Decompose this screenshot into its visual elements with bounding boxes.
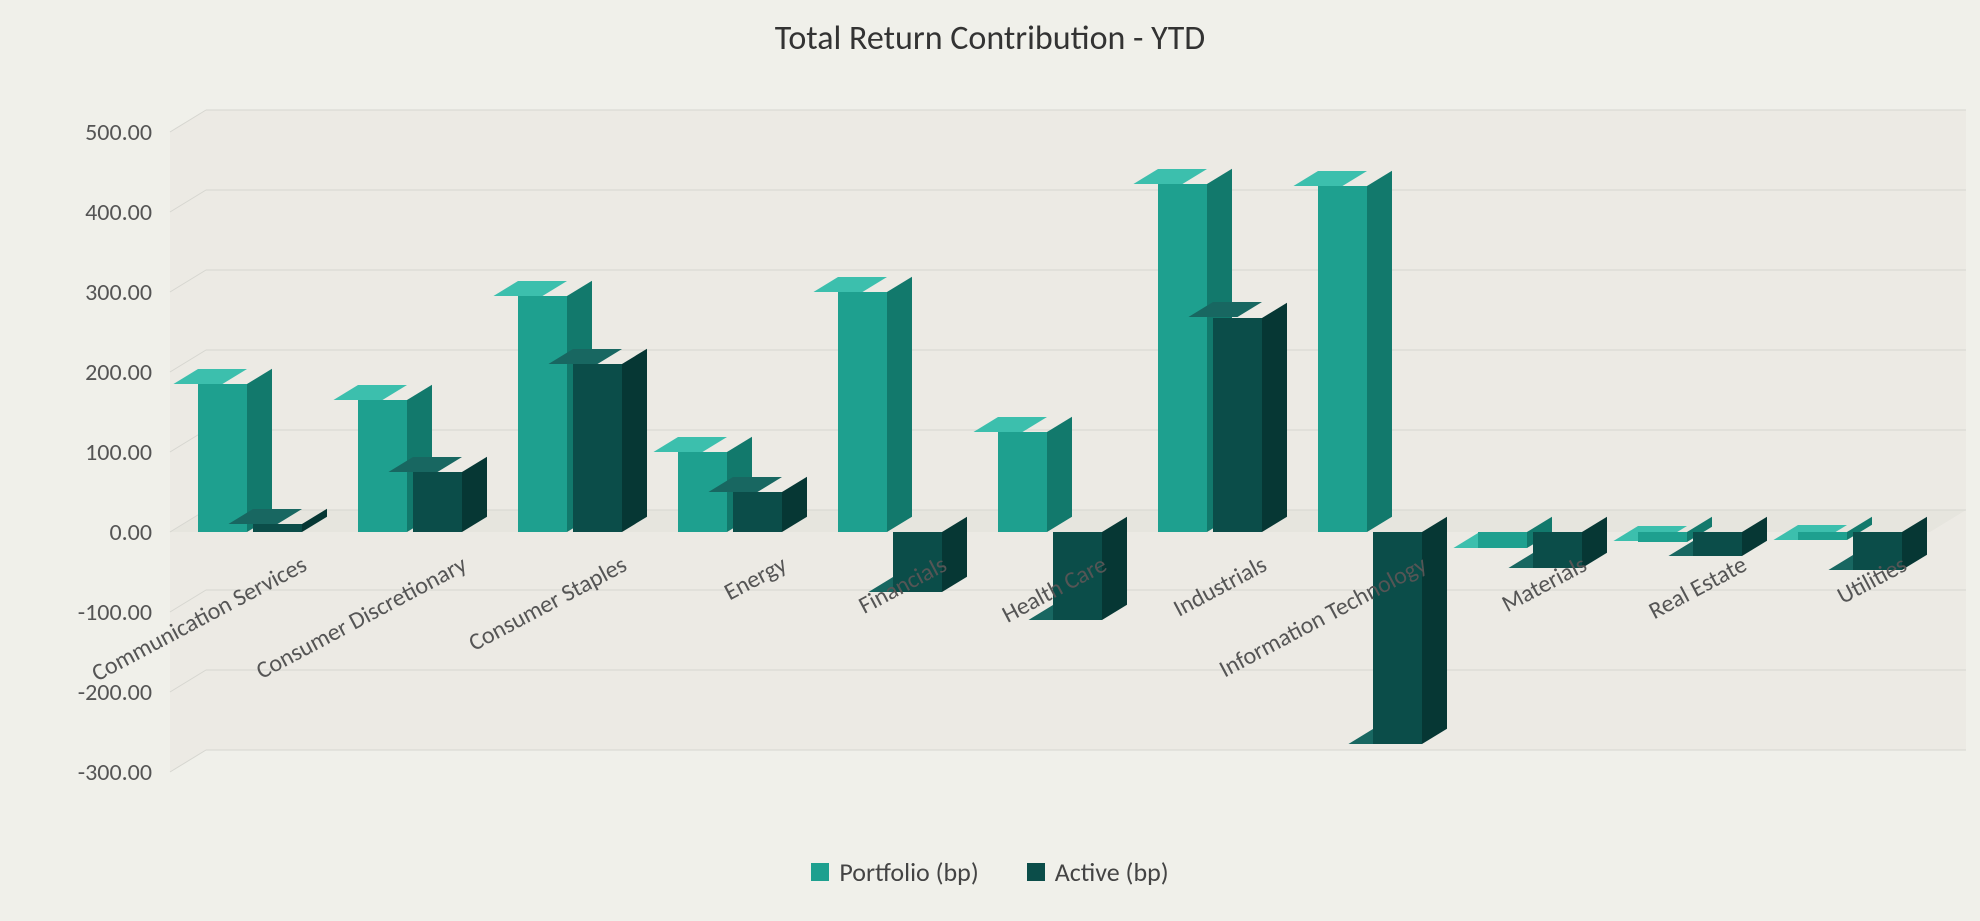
legend: Portfolio (bp) Active (bp): [0, 856, 1980, 888]
y-tick-label: 500.00: [0, 118, 152, 147]
y-tick-label: 0.00: [0, 518, 152, 547]
plot-area: [170, 110, 1930, 750]
legend-swatch: [1027, 863, 1045, 881]
y-tick-label: -300.00: [0, 758, 152, 787]
legend-item: Portfolio (bp): [811, 856, 978, 888]
y-tick-label: 200.00: [0, 358, 152, 387]
y-tick-label: 100.00: [0, 438, 152, 467]
y-tick-label: -200.00: [0, 678, 152, 707]
y-tick-label: 400.00: [0, 198, 152, 227]
legend-label: Portfolio (bp): [839, 856, 978, 888]
legend-swatch: [811, 863, 829, 881]
grid-front: [170, 110, 1930, 750]
chart-title: Total Return Contribution - YTD: [0, 18, 1980, 59]
y-tick-label: 300.00: [0, 278, 152, 307]
chart-container: Total Return Contribution - YTD -300.00 -…: [0, 0, 1980, 921]
legend-label: Active (bp): [1055, 856, 1169, 888]
legend-item: Active (bp): [1027, 856, 1169, 888]
y-tick-label: -100.00: [0, 598, 152, 627]
